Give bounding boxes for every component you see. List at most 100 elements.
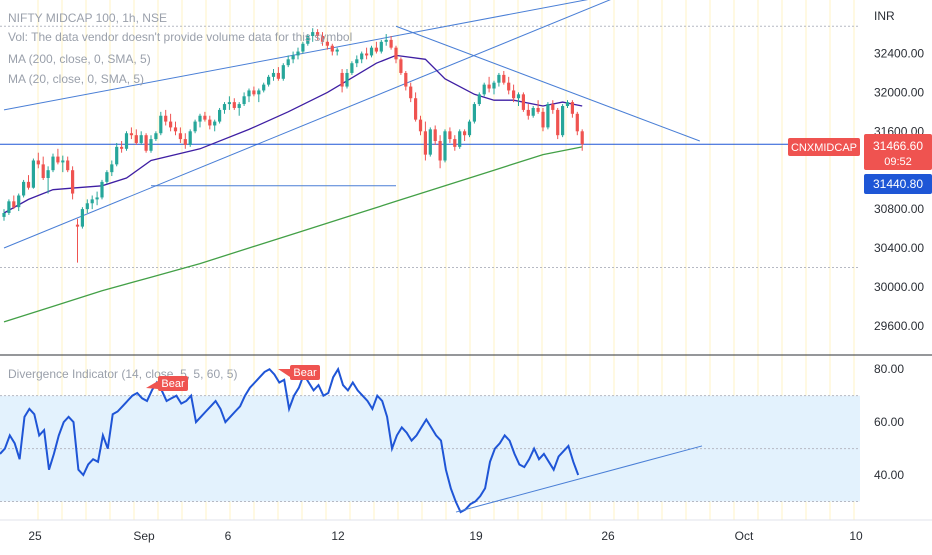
candle — [487, 76, 491, 93]
candle — [85, 199, 89, 213]
candle-body — [222, 104, 227, 110]
candle — [399, 57, 403, 75]
candle-body — [198, 115, 202, 122]
candle-body — [443, 131, 447, 161]
candle-body — [139, 135, 143, 143]
time-axis-label: 10 — [849, 529, 863, 543]
symbol-tag — [788, 138, 860, 156]
candle — [7, 199, 11, 215]
candle-body — [144, 135, 148, 151]
candle — [203, 111, 207, 122]
candle — [213, 119, 217, 132]
candle — [502, 71, 506, 85]
candle-body — [75, 224, 80, 227]
candle — [467, 119, 472, 138]
candle-body — [521, 94, 525, 110]
candle-body — [120, 146, 124, 149]
time-axis[interactable]: 25 Sep 6 12 19 26 Oct 10 — [28, 529, 863, 543]
candle — [340, 69, 344, 93]
candle — [541, 107, 545, 132]
currency-label: INR — [874, 9, 895, 23]
candle — [17, 193, 21, 212]
candle-body — [516, 94, 521, 99]
candle — [531, 106, 535, 118]
candle — [301, 41, 305, 54]
candle-body — [414, 98, 418, 120]
candle-body — [71, 170, 75, 194]
candle — [257, 88, 261, 103]
candle — [536, 100, 540, 114]
candle — [12, 195, 16, 210]
oscillator-trendline[interactable] — [455, 445, 703, 513]
candle-body — [12, 201, 16, 208]
candle-body — [218, 109, 222, 122]
candle-body — [281, 65, 285, 79]
candle — [458, 129, 462, 149]
oscillator-axis-label: 40.00 — [874, 468, 904, 482]
candle — [276, 67, 280, 81]
oscillator-axis-label: 80.00 — [874, 362, 904, 376]
candle-body — [399, 59, 403, 73]
candle-body — [565, 102, 570, 107]
candle-body — [242, 96, 246, 105]
candle-body — [31, 160, 35, 188]
last-price-text: 31466.60 — [873, 139, 923, 153]
ma200-line — [3, 146, 583, 323]
candle-body — [252, 90, 256, 95]
candle-body — [203, 115, 207, 120]
candle — [281, 63, 285, 81]
candle-body — [551, 104, 555, 110]
candle — [115, 142, 119, 167]
candle — [286, 55, 290, 68]
trendline[interactable] — [3, 0, 621, 111]
price-axis-label: 30000.00 — [874, 280, 924, 294]
trendline[interactable] — [395, 25, 700, 142]
candle-body — [365, 53, 369, 56]
candle-body — [56, 156, 60, 163]
candle-body — [164, 115, 168, 122]
candle — [320, 32, 325, 46]
candle-body — [306, 35, 310, 44]
oscillator-axis-label: 60.00 — [874, 415, 904, 429]
candle — [551, 100, 555, 114]
divergence-line — [0, 366, 580, 514]
oscillator-axis[interactable]: 80.00 60.00 40.00 — [874, 362, 904, 482]
candle-body — [105, 172, 109, 182]
candle — [379, 39, 383, 54]
candle-body — [267, 76, 271, 85]
candle — [414, 92, 418, 122]
candle — [31, 158, 35, 189]
candle-body — [46, 170, 50, 178]
candle-body — [487, 84, 491, 89]
trendlines[interactable] — [3, 0, 700, 249]
candle — [438, 135, 442, 169]
candle-body — [531, 107, 535, 116]
ma-value-tag — [864, 174, 932, 194]
candle-body — [22, 181, 26, 196]
candle-body — [472, 104, 476, 122]
candle — [46, 166, 50, 194]
candle — [556, 107, 560, 140]
candle — [561, 104, 565, 138]
candle — [120, 141, 124, 153]
bear-label-1-text: Bear — [161, 378, 185, 390]
candle — [252, 86, 256, 97]
candle-body — [276, 72, 280, 79]
candle-body — [575, 113, 579, 132]
candle-body — [369, 47, 374, 56]
candle-body — [335, 49, 339, 52]
bear-label-2-text: Bear — [293, 367, 317, 379]
price-axis-label: 32000.00 — [874, 85, 924, 99]
bear-label-2: Bear — [278, 365, 320, 380]
candle — [164, 109, 168, 126]
trendline[interactable] — [3, 0, 621, 249]
candle — [61, 155, 65, 173]
candle-body — [286, 59, 290, 66]
ma200-legend: MA (200, close, 0, SMA, 5) — [8, 52, 151, 66]
candle-body — [90, 199, 94, 204]
time-axis-label: 6 — [225, 529, 232, 543]
candle — [232, 98, 236, 110]
candle-body — [482, 84, 486, 95]
